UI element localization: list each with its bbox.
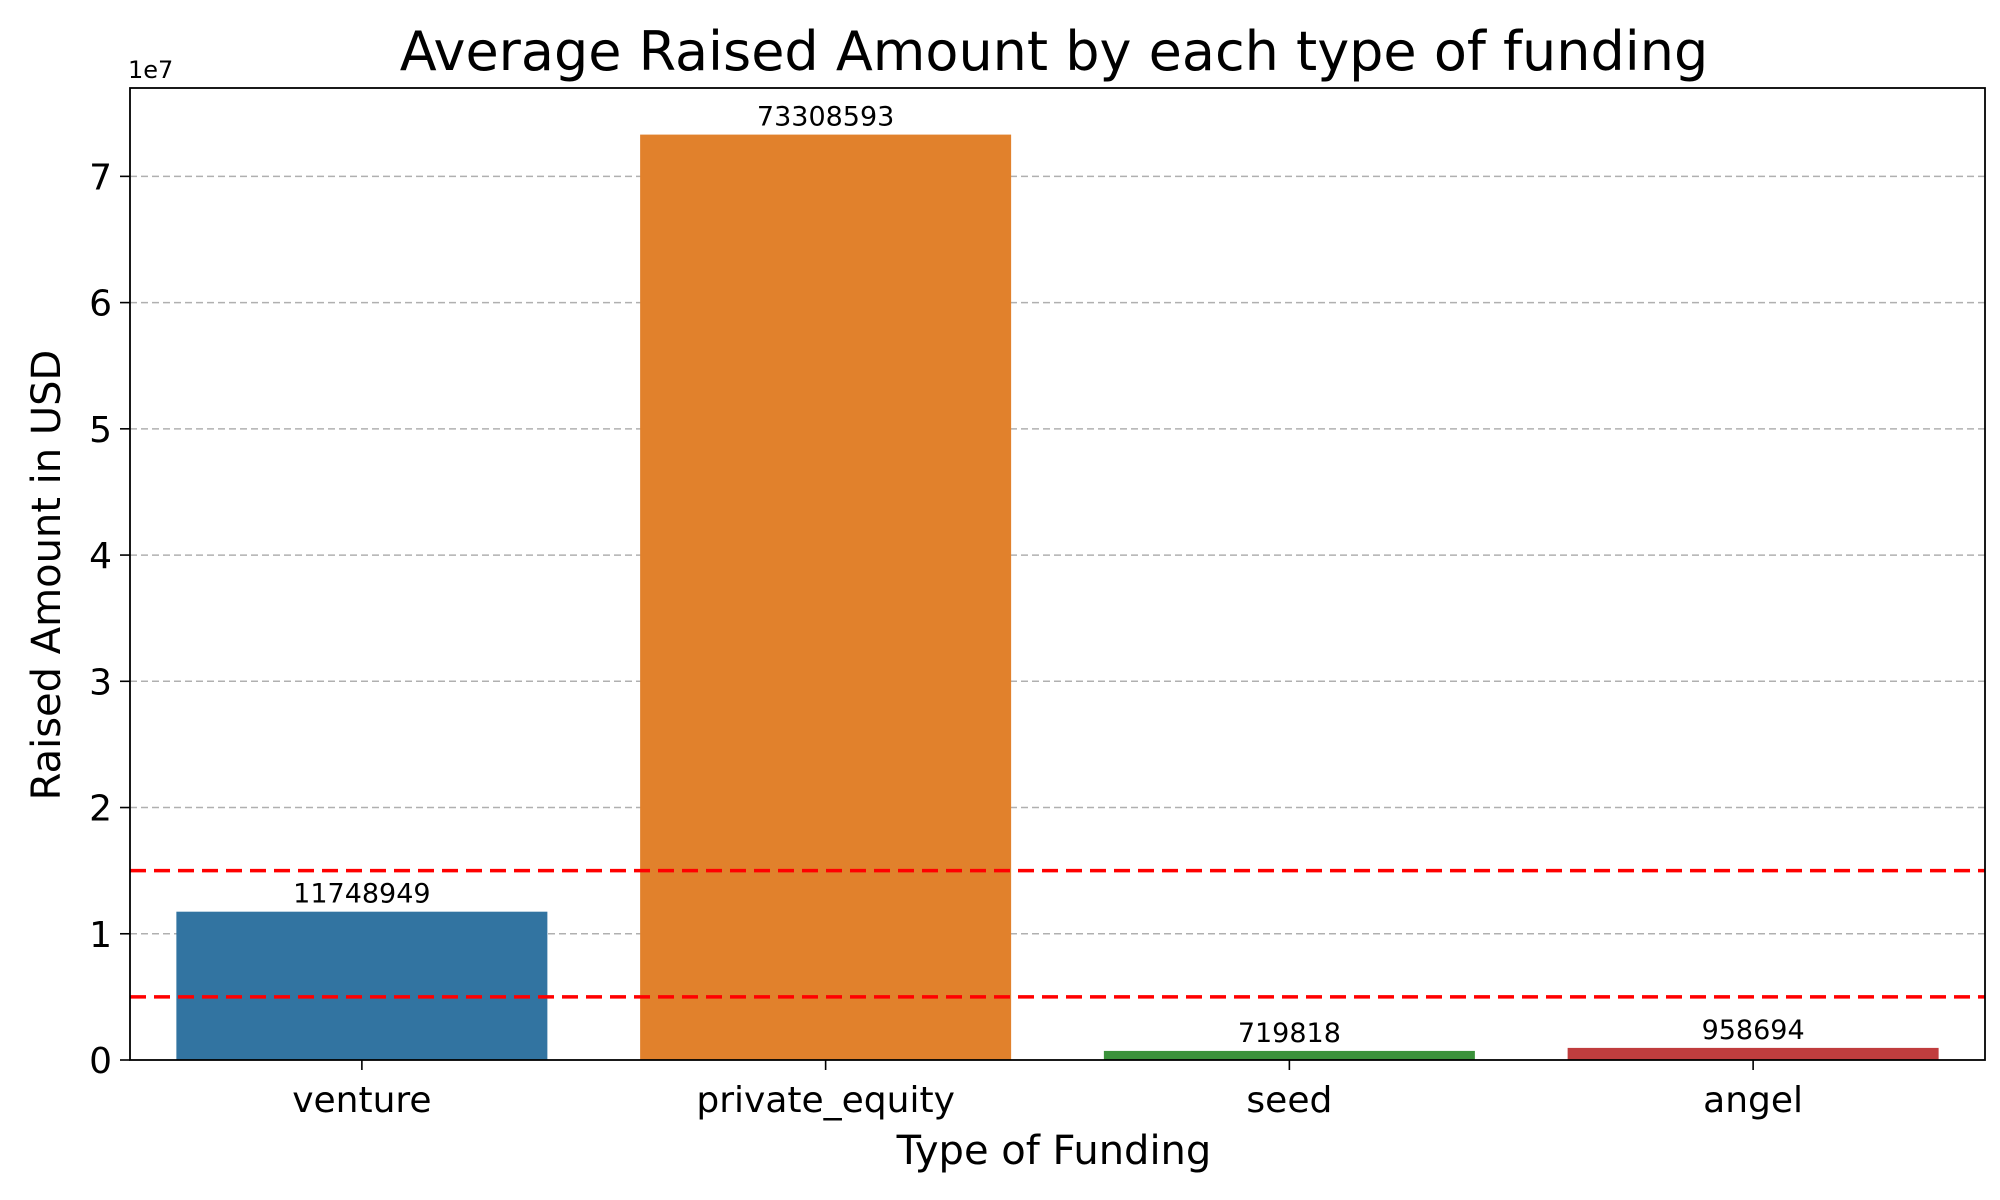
bar-value-label: 11748949 [293, 879, 430, 910]
bars [176, 134, 1939, 1060]
data-labels: 11748949 73308593 719818 958694 [293, 102, 1805, 1049]
reference-lines [130, 868, 1985, 999]
y-tick-label: 2 [89, 789, 112, 830]
x-tick-label: private_equity [696, 1080, 955, 1121]
plot-frame [129, 87, 1986, 1061]
grid-lines [130, 175, 1985, 935]
bar-angel [1567, 1047, 1939, 1060]
bar-value-label: 73308593 [757, 102, 894, 133]
bar-seed [1103, 1050, 1475, 1060]
y-axis-label: Raised Amount in USD [24, 350, 70, 801]
y-tick-label: 4 [89, 536, 112, 577]
y-tick-label: 7 [89, 157, 112, 198]
y-tick-label: 0 [89, 1041, 112, 1082]
chart-title: Average Raised Amount by each type of fu… [400, 20, 1709, 83]
y-tick-label: 5 [89, 410, 112, 451]
bar-value-label: 719818 [1238, 1018, 1341, 1049]
bar-venture [176, 911, 548, 1060]
bar-value-label: 958694 [1702, 1015, 1805, 1046]
y-tick-label: 1 [89, 915, 112, 956]
x-axis-label: Type of Funding [896, 1128, 1212, 1174]
y-tick-label: 3 [89, 662, 112, 703]
bar-private-equity [640, 134, 1012, 1060]
x-tick-label: seed [1246, 1080, 1332, 1121]
x-tick-label: venture [292, 1080, 431, 1121]
axis-ticks: 0 1 2 3 4 5 6 7 venture private_equity seed angel [89, 157, 1803, 1121]
y-axis-offset-label: 1e7 [128, 56, 173, 84]
y-tick-label: 6 [89, 284, 112, 325]
x-tick-label: angel [1703, 1080, 1803, 1121]
